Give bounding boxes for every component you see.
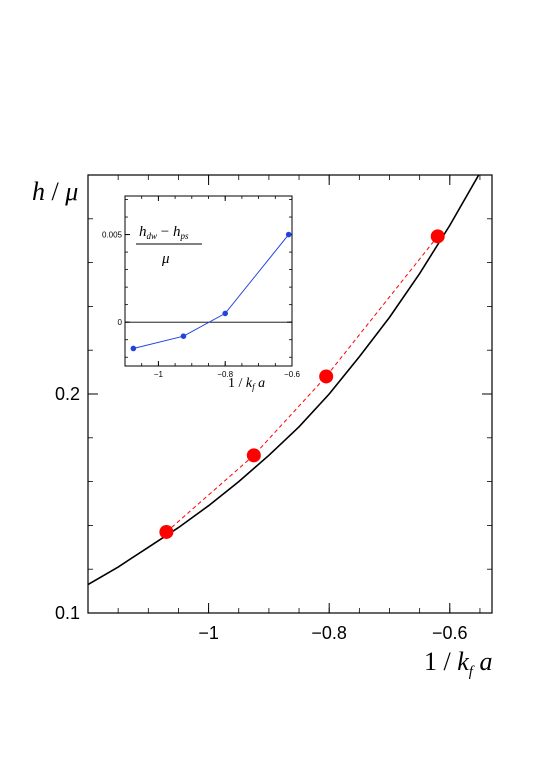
inset-data-point — [180, 333, 187, 340]
inset-tick-labels: −1 −0.8 −0.6 0 0.005 — [102, 231, 300, 379]
inset-series-line — [133, 234, 290, 349]
fit-curve — [88, 175, 480, 586]
main-tick-labels: −1 −0.8 −0.6 0.1 0.2 — [55, 384, 468, 643]
main-xlabel: 1 / kf a — [424, 647, 492, 680]
x-tick-label: −0.8 — [311, 623, 347, 643]
x-tick-label: −0.8 — [217, 370, 233, 379]
svg-text:hdw − hps: hdw − hps — [139, 224, 189, 241]
y-tick-label: 0.1 — [55, 603, 80, 623]
y-tick-label: 0.2 — [55, 384, 80, 404]
inset-ylabel: hdw − hps μ — [136, 224, 202, 267]
inset-series — [125, 231, 292, 352]
main-axis-ticks — [88, 174, 492, 614]
y-tick-label: 0 — [118, 318, 123, 327]
data-point — [319, 369, 334, 384]
data-point — [246, 448, 261, 463]
inset-data-point — [285, 231, 292, 238]
inset-xlabel: 1 / kf a — [228, 376, 265, 392]
inset-frame — [124, 195, 293, 367]
x-tick-label: −0.6 — [432, 623, 468, 643]
inset-data-point — [222, 310, 228, 317]
main-series — [88, 175, 480, 586]
y-tick-label: 0.005 — [102, 231, 123, 240]
inset-axis-ticks — [124, 196, 293, 366]
svg-text:μ: μ — [161, 251, 170, 267]
x-tick-label: −1 — [154, 370, 164, 379]
x-tick-label: −1 — [198, 623, 219, 643]
dashed-connector — [166, 236, 439, 533]
inset-data-point — [130, 345, 137, 352]
data-point — [159, 524, 174, 539]
main-ylabel: h / μ — [32, 177, 78, 206]
x-tick-label: −0.6 — [284, 370, 300, 379]
data-point — [430, 229, 445, 244]
